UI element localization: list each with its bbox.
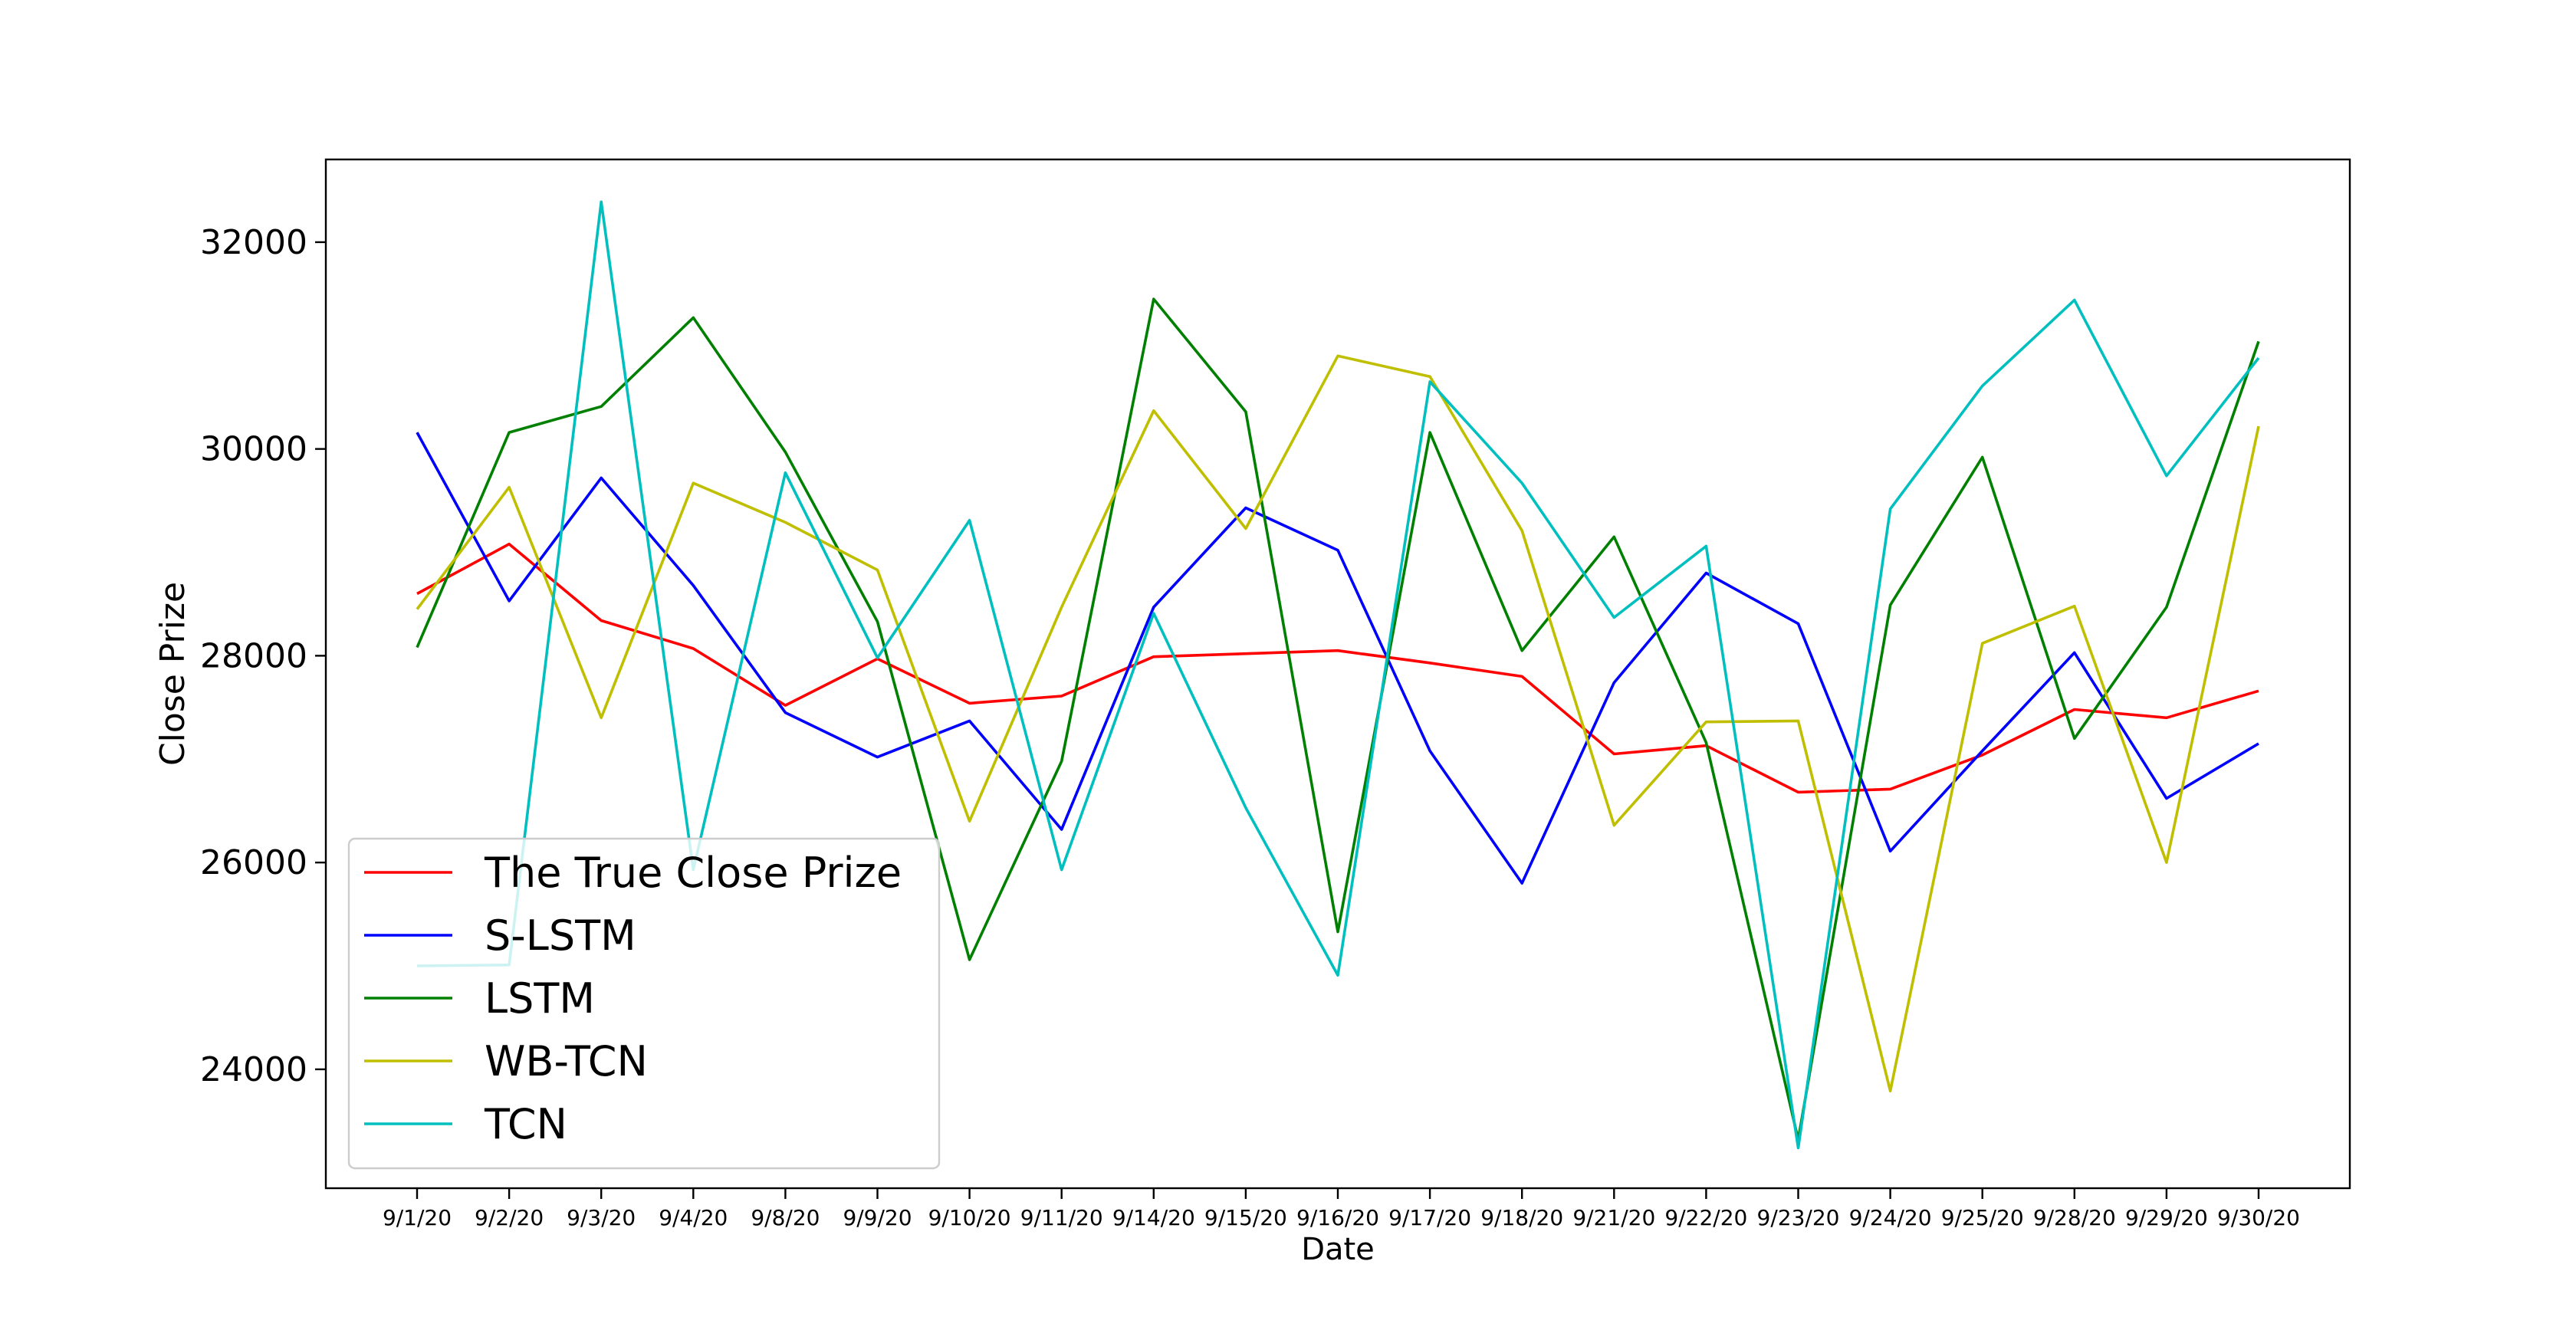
- x-tick-label: 9/21/20: [1572, 1205, 1655, 1230]
- legend-label: The True Close Prize: [484, 849, 902, 897]
- x-tick-label: 9/2/20: [475, 1205, 544, 1230]
- y-axis: 24000 26000 28000 30000 32000: [200, 223, 326, 1089]
- x-tick-label: 9/29/20: [2125, 1205, 2208, 1230]
- legend-box: [347, 837, 941, 1170]
- x-tick-label: 9/11/20: [1020, 1205, 1103, 1230]
- x-tick-label: 9/4/20: [659, 1205, 728, 1230]
- x-tick-label: 9/28/20: [2033, 1205, 2116, 1230]
- y-tick-label: 26000: [200, 843, 307, 882]
- x-tick-label: 9/3/20: [567, 1205, 636, 1230]
- legend: The True Close Prize S-LSTM LSTM WB-TCN TCN: [347, 837, 941, 1170]
- y-tick-label: 30000: [200, 430, 307, 469]
- x-tick-label: 9/30/20: [2217, 1205, 2300, 1230]
- series-line-3: [416, 354, 2260, 1092]
- series-line-1: [416, 432, 2259, 885]
- x-tick-label: 9/10/20: [928, 1205, 1011, 1230]
- x-axis-label: Date: [1301, 1232, 1375, 1267]
- x-axis: 9/1/20 9/2/20 9/3/20 9/4/20 9/8/20 9/9/20 9/10…: [383, 1188, 2300, 1230]
- x-tick-label: 9/18/20: [1480, 1205, 1563, 1230]
- series-line-2: [416, 297, 2260, 1141]
- y-tick-label: 28000: [200, 636, 307, 675]
- series-layer: [416, 200, 2260, 1150]
- legend-label: S-LSTM: [485, 911, 636, 960]
- x-tick-label: 9/1/20: [383, 1205, 452, 1230]
- x-tick-label: 9/24/20: [1849, 1205, 1932, 1230]
- x-tick-label: 9/16/20: [1296, 1205, 1379, 1230]
- x-tick-label: 9/22/20: [1664, 1205, 1747, 1230]
- y-axis-label: Close Prize: [153, 582, 192, 766]
- legend-label: LSTM: [485, 974, 595, 1023]
- x-tick-label: 9/8/20: [751, 1205, 820, 1230]
- x-tick-label: 9/9/20: [843, 1205, 912, 1230]
- legend-label: TCN: [484, 1100, 567, 1148]
- x-tick-label: 9/17/20: [1388, 1205, 1471, 1230]
- y-tick-label: 24000: [200, 1050, 307, 1089]
- x-tick-label: 9/25/20: [1941, 1205, 2024, 1230]
- legend-label: WB-TCN: [485, 1037, 648, 1085]
- x-tick-label: 9/14/20: [1112, 1205, 1195, 1230]
- y-tick-label: 32000: [200, 223, 307, 262]
- x-tick-label: 9/15/20: [1204, 1205, 1287, 1230]
- series-line-4: [416, 200, 2260, 1150]
- x-tick-label: 9/23/20: [1757, 1205, 1840, 1230]
- series-line-0: [416, 542, 2259, 794]
